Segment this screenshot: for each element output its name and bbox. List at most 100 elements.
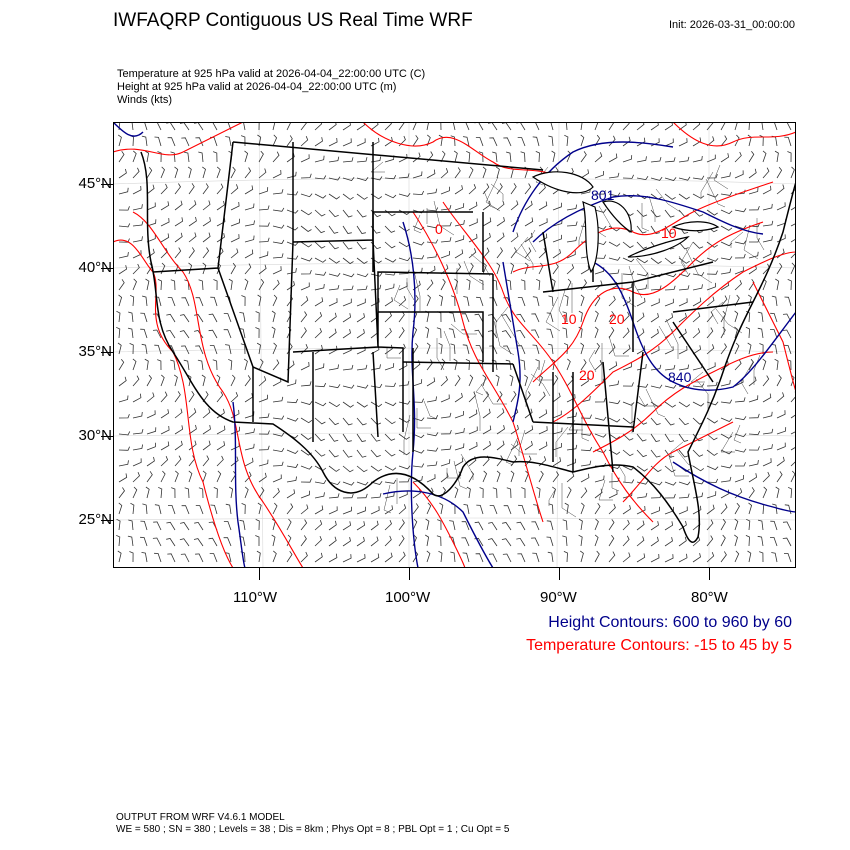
wind-barb [692,312,701,323]
wind-barb [475,553,484,563]
wind-barb [412,152,421,163]
wind-barb [300,417,313,424]
wind-barb [440,221,452,227]
wind-barb [748,150,755,163]
wind-barb [594,310,599,323]
wind-barb [488,521,498,531]
wind-barb [272,122,276,131]
lat-label: 35°N [78,343,112,360]
wind-barb [790,414,796,419]
wind-barb [118,487,125,499]
wind-barb [202,232,211,243]
wind-barb [116,326,121,339]
wind-barb [216,425,226,435]
county-line [561,483,577,518]
wind-barb [747,342,752,355]
wind-barb [650,449,661,458]
county-line [403,414,411,455]
wind-barb [438,550,443,563]
wind-barb [692,536,701,547]
lon-tick [709,568,710,580]
county-line [538,359,553,381]
wind-barb [188,470,193,483]
county-line [598,479,613,501]
wind-barb [608,343,616,355]
wind-barb [706,270,718,275]
wind-barb [412,342,419,355]
wind-barb [426,294,431,307]
wind-barb [505,151,512,163]
wind-barb [146,184,155,195]
wind-barb [776,262,783,275]
wind-barb [328,137,338,147]
wind-barb [462,136,470,147]
wind-barb [720,326,726,339]
wind-barb [436,535,442,547]
wind-barb [510,183,517,195]
wind-barb [314,283,325,291]
wind-barb [772,503,778,515]
wind-barb [692,433,703,442]
wind-barb [678,138,688,147]
wind-barb [461,537,470,547]
wind-barb [692,284,703,291]
wind-barb [153,521,162,531]
county-line [743,224,759,260]
wind-barb [790,238,796,243]
wind-barb [440,412,452,419]
wind-barb [475,137,484,147]
wind-barb [286,209,299,214]
wind-barb [370,122,379,131]
wind-barb [342,225,352,234]
wind-barb [650,506,660,515]
wind-barb [510,232,519,243]
wind-barb [580,294,585,307]
wind-barb [314,382,327,388]
wind-barb [131,122,134,131]
wind-barb [166,329,176,339]
wind-barb [272,359,280,371]
wind-barb [454,235,465,243]
wind-barb [762,236,773,243]
wind-barb [454,457,464,467]
county-line [406,278,415,301]
wind-barb [748,376,757,387]
wind-barb [328,520,337,531]
wind-barb [230,456,239,467]
wind-barb [678,520,687,531]
wind-barb [208,313,218,323]
wind-barb [212,359,218,371]
wind-barb [622,535,630,547]
wind-barb [622,155,633,163]
wind-barb [241,295,246,307]
wind-barb [664,521,674,531]
wind-barb [356,554,366,563]
wind-barb [501,330,512,339]
wind-barb [538,233,548,243]
wind-barb [426,239,439,244]
wind-barb [759,343,764,355]
wind-barb [152,329,162,339]
wind-barb [509,374,514,387]
wind-barb [145,278,150,291]
wind-barb [720,551,727,563]
wind-barb [328,209,339,218]
wind-barb [425,326,430,339]
wind-barb [594,397,606,403]
wind-barb [342,384,355,389]
wind-barb [734,378,744,387]
wind-barb [286,255,299,260]
county-line [386,348,401,359]
wind-barb [748,413,760,419]
wind-barb [174,247,182,259]
wind-barb [342,554,352,563]
wind-barb [678,193,690,200]
wind-barb [496,425,505,435]
wind-barb [174,232,183,243]
wind-barb [152,537,162,547]
wind-barb [286,191,299,196]
wind-barb [664,157,676,163]
wind-barb [551,278,556,291]
county-line [618,465,626,482]
wind-barb [202,470,207,483]
